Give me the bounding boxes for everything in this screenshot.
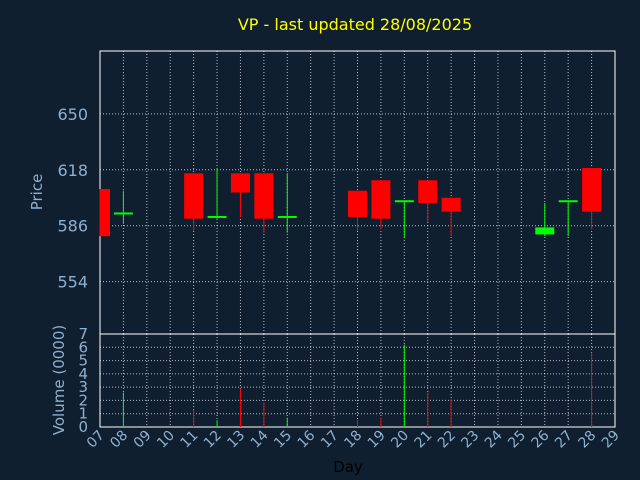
candle-body — [394, 200, 414, 203]
volume-tick-label: 7 — [78, 325, 88, 343]
candle-body — [535, 227, 555, 235]
day-gridlines — [122, 51, 593, 427]
day-tick-label: 26 — [529, 427, 553, 451]
candle-body — [254, 173, 274, 219]
volume-tick-label: 2 — [78, 391, 88, 409]
day-tick-label: 27 — [552, 428, 576, 452]
day-tick-label: 14 — [248, 427, 272, 451]
volume-tick-label: 6 — [78, 338, 88, 356]
day-tick-label: 19 — [365, 428, 389, 452]
candle-body — [441, 197, 461, 212]
candle-body — [558, 200, 578, 203]
candle-body — [277, 215, 297, 218]
day-tick-label: 10 — [154, 428, 178, 452]
day-tick-label: 23 — [458, 428, 482, 452]
volume-axis-label: Volume (0000) — [50, 325, 68, 435]
price-tick-label: 586 — [57, 217, 88, 236]
candle-body — [371, 180, 391, 219]
day-tick-label: 11 — [178, 428, 202, 452]
day-tick-label: 28 — [575, 428, 599, 452]
x-axis-label: Day — [333, 458, 363, 476]
volume-tick-label: 1 — [78, 405, 88, 423]
price-tick-labels: 554 586 618 650 — [57, 105, 88, 292]
candle-body — [348, 190, 367, 217]
day-tick-label: 22 — [435, 428, 459, 452]
volume-tick-label: 4 — [78, 365, 88, 383]
day-tick-label: 08 — [107, 428, 131, 452]
day-tick-label: 24 — [482, 427, 506, 451]
day-tick-label: 29 — [599, 428, 623, 452]
day-tick-label: 16 — [295, 427, 319, 451]
day-tick-label: 18 — [341, 428, 365, 452]
day-tick-label: 12 — [201, 428, 225, 452]
day-tick-label: 09 — [131, 428, 155, 452]
volume-tick-label: 3 — [78, 378, 88, 396]
volume-gridlines — [100, 346, 615, 415]
volume-tick-label: 0 — [78, 418, 88, 436]
candle-body — [418, 180, 438, 203]
y-axis-label: Price — [28, 174, 46, 211]
price-gridlines — [100, 113, 615, 283]
day-tick-label: 13 — [224, 428, 248, 452]
candle-body — [582, 168, 602, 212]
price-tick-label: 650 — [57, 105, 88, 124]
chart-title: VP - last updated 28/08/2025 — [238, 15, 472, 34]
day-tick-label: 15 — [271, 428, 295, 452]
day-tick-labels: 07 08 09 10 11 12 13 14 15 16 17 18 19 20 21 22 23 24 25 26… — [84, 427, 623, 451]
volume-panel-frame — [99, 333, 616, 428]
day-tick-label: 25 — [505, 428, 529, 452]
day-tick-label: 21 — [412, 428, 436, 452]
price-candles — [99, 168, 602, 238]
day-tick-label: 17 — [318, 428, 342, 452]
volume-bars — [122, 344, 593, 427]
candle-body — [184, 173, 204, 219]
candle-body — [230, 173, 250, 193]
candle-body — [100, 189, 110, 237]
candle-body — [207, 215, 227, 218]
day-tick-label: 20 — [388, 428, 412, 452]
volume-tick-label: 5 — [78, 352, 88, 370]
price-tick-label: 618 — [57, 161, 88, 180]
price-tick-label: 554 — [57, 273, 88, 292]
candle-body — [113, 212, 133, 215]
